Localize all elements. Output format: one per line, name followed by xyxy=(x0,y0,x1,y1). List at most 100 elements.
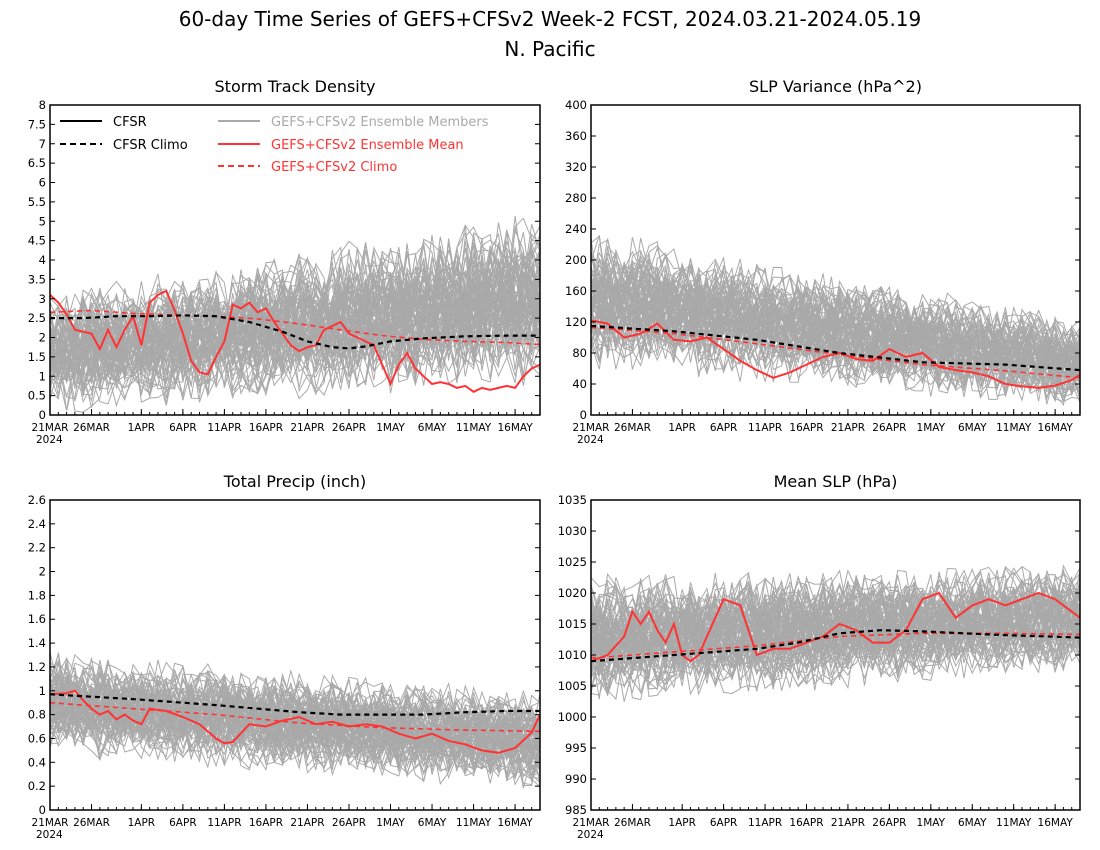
y-tick-label: 1.4 xyxy=(28,636,46,650)
y-tick-label: 0 xyxy=(39,408,46,422)
legend: CFSR CFSR Climo GEFS+CFSv2 Ensemble Member… xyxy=(60,115,489,175)
member-line xyxy=(50,652,540,774)
member-line xyxy=(50,253,540,392)
y-tick-label: 7 xyxy=(39,137,46,151)
x-tick-label: 1APR xyxy=(668,817,696,829)
member-line xyxy=(50,261,540,405)
y-tick-label: 0 xyxy=(580,408,587,422)
x-tick-label: 1MAY xyxy=(917,422,946,434)
x-tick-label: 16APR xyxy=(249,817,283,829)
y-tick-label: 0.5 xyxy=(28,389,46,403)
y-tick-label: 2.4 xyxy=(28,517,46,531)
x-tick-label: 26MAR xyxy=(73,422,110,434)
y-tick-label: 200 xyxy=(565,253,587,267)
x-tick-label: 26APR xyxy=(872,817,906,829)
x-tick-label: 21APR xyxy=(290,422,324,434)
cfsr-climo-line xyxy=(50,693,540,716)
gefs-cfsv2-climo-line xyxy=(591,632,1080,659)
y-tick-label: 0 xyxy=(39,803,46,817)
x-tick-label: 11MAY xyxy=(996,817,1032,829)
member-line xyxy=(50,246,540,396)
x-tick-label: 16APR xyxy=(789,817,823,829)
x-year-label: 2024 xyxy=(577,434,604,446)
x-tick-label: 11MAY xyxy=(996,422,1032,434)
legend-label: CFSR xyxy=(113,115,147,130)
y-tick-label: 2 xyxy=(39,565,46,579)
plot-area xyxy=(591,564,1080,702)
x-tick-label: 26APR xyxy=(332,422,366,434)
member-line xyxy=(591,580,1080,690)
y-tick-label: 1 xyxy=(39,684,46,698)
member-line xyxy=(50,654,540,773)
gefs-cfsv2-climo-line xyxy=(50,701,540,733)
x-tick-label: 6APR xyxy=(169,817,197,829)
legend-label: CFSR Climo xyxy=(113,138,188,153)
member-line xyxy=(591,235,1080,392)
x-tick-label: 26MAR xyxy=(614,422,651,434)
y-tick-label: 1025 xyxy=(558,555,587,569)
y-tick-label: 240 xyxy=(565,222,587,236)
y-tick-label: 360 xyxy=(565,129,587,143)
member-line xyxy=(591,567,1080,662)
y-tick-label: 3 xyxy=(39,292,46,306)
x-tick-label: 11APR xyxy=(748,422,782,434)
member-line xyxy=(591,265,1080,395)
y-tick-label: 0.2 xyxy=(28,779,46,793)
x-tick-label: 11APR xyxy=(207,422,241,434)
y-tick-label: 1.8 xyxy=(28,588,46,602)
x-tick-label: 21MAR xyxy=(573,422,610,434)
panel-title: Mean SLP (hPa) xyxy=(774,472,898,491)
x-tick-label: 1APR xyxy=(128,422,156,434)
member-line xyxy=(591,565,1080,690)
y-tick-label: 1005 xyxy=(558,679,587,693)
y-tick-label: 1010 xyxy=(558,648,587,662)
y-tick-label: 320 xyxy=(565,160,587,174)
x-tick-label: 6MAY xyxy=(418,817,447,829)
x-tick-label: 11MAY xyxy=(456,817,492,829)
y-tick-label: 0.8 xyxy=(28,708,46,722)
member-line xyxy=(591,269,1080,391)
legend-label: GEFS+CFSv2 Ensemble Mean xyxy=(271,138,464,153)
member-line xyxy=(591,574,1080,681)
cfsr-climo-line xyxy=(591,324,1080,372)
member-line xyxy=(591,575,1080,684)
x-tick-label: 1APR xyxy=(128,817,156,829)
member-line xyxy=(50,247,540,385)
ensemble-members xyxy=(591,234,1080,407)
x-year-label: 2024 xyxy=(36,434,63,446)
y-tick-label: 990 xyxy=(565,772,587,786)
member-line xyxy=(50,662,540,772)
x-tick-label: 11APR xyxy=(207,817,241,829)
ensemble-members xyxy=(50,652,540,789)
x-tick-label: 21APR xyxy=(290,817,324,829)
member-line xyxy=(50,674,540,782)
panel-title: Total Precip (inch) xyxy=(223,472,366,491)
plot-area xyxy=(591,234,1080,407)
x-tick-label: 6MAY xyxy=(958,422,987,434)
plot-frame xyxy=(49,499,541,811)
x-tick-label: 11APR xyxy=(748,817,782,829)
y-tick-label: 4.5 xyxy=(28,234,46,248)
y-tick-label: 1 xyxy=(39,369,46,383)
ensemble-members xyxy=(50,215,540,413)
panel-title: SLP Variance (hPa^2) xyxy=(749,77,922,96)
x-tick-label: 21APR xyxy=(831,817,865,829)
x-tick-label: 16MAY xyxy=(1038,422,1074,434)
x-tick-label: 26APR xyxy=(332,817,366,829)
y-tick-label: 160 xyxy=(565,284,587,298)
panel-total-precip: Total Precip (inch) 0 0.2 0.4 0.6 0.8 1 1.2 1.4 1… xyxy=(28,472,541,841)
member-line xyxy=(591,566,1080,691)
y-tick-label: 1030 xyxy=(558,524,587,538)
member-line xyxy=(591,249,1080,390)
legend-label: GEFS+CFSv2 Ensemble Members xyxy=(271,115,489,130)
x-tick-label: 16MAY xyxy=(1038,817,1074,829)
member-line xyxy=(591,571,1080,678)
y-tick-label: 40 xyxy=(572,377,587,391)
x-tick-label: 26APR xyxy=(872,422,906,434)
y-tick-label: 1035 xyxy=(558,493,587,507)
y-tick-label: 280 xyxy=(565,191,587,205)
y-tick-label: 5 xyxy=(39,214,46,228)
x-tick-label: 6APR xyxy=(710,817,738,829)
y-tick-label: 1020 xyxy=(558,586,587,600)
y-tick-label: 80 xyxy=(572,346,587,360)
